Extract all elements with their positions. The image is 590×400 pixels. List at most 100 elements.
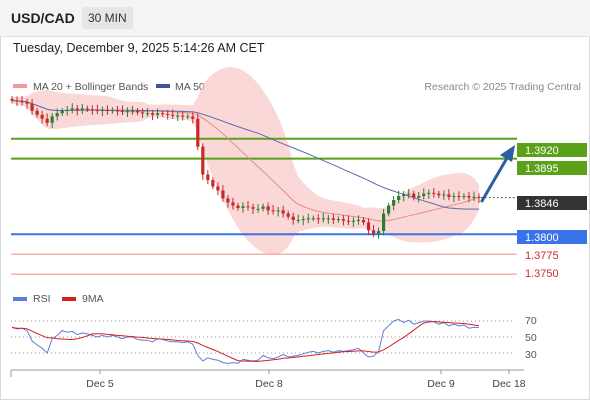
candle-body: [261, 206, 265, 209]
candle: [95, 104, 99, 115]
candle-body: [346, 220, 351, 222]
candle-body: [276, 210, 280, 212]
ma9-legend-swatch: [62, 297, 76, 301]
candle: [85, 105, 89, 113]
candle-body: [251, 207, 255, 209]
candle-body: [402, 194, 406, 197]
rsi-ma-line: [11, 320, 480, 362]
candle: [366, 218, 371, 235]
interval-badge[interactable]: 30 MIN: [82, 7, 133, 29]
ma20-legend-swatch: [13, 84, 27, 88]
candle-body: [452, 196, 456, 198]
rsi-legend-label: RSI: [33, 293, 51, 305]
candle-body: [296, 219, 300, 221]
candlesticks: [10, 95, 481, 239]
candle: [20, 95, 24, 106]
candle: [90, 105, 94, 115]
candle-body: [15, 100, 19, 102]
candle: [70, 103, 74, 114]
candle-body: [85, 108, 89, 110]
candle-body: [65, 110, 69, 112]
candle: [201, 143, 205, 180]
candle: [457, 191, 461, 201]
candle: [120, 105, 125, 116]
candle: [171, 109, 175, 120]
current-price-tag: 1.3846: [517, 196, 587, 210]
candle-body: [326, 218, 330, 220]
candle-body: [201, 146, 205, 175]
current-price-label: 1.3846: [525, 198, 559, 210]
candle-body: [176, 115, 180, 117]
candle: [331, 213, 335, 224]
candle: [326, 214, 330, 224]
level-tag-5-label: 1.3775: [525, 250, 559, 262]
candle-body: [256, 208, 260, 210]
candle-body: [246, 206, 250, 208]
candle: [397, 190, 401, 204]
candle-body: [115, 110, 120, 112]
candle-body: [321, 218, 325, 220]
candle: [25, 98, 29, 110]
candle: [40, 110, 44, 124]
candle-body: [105, 110, 110, 112]
candle: [125, 107, 130, 117]
ma50-line: [11, 100, 480, 210]
candle: [402, 191, 406, 202]
candle: [211, 177, 215, 190]
rsi-legend: RSI 9MA: [13, 293, 104, 305]
candle-body: [156, 113, 160, 115]
candle-body: [10, 98, 14, 101]
candle: [231, 197, 235, 210]
candle-body: [226, 198, 230, 203]
level-tag-2-label: 1.3895: [525, 163, 559, 175]
candle: [427, 189, 431, 199]
candle-body: [331, 218, 335, 220]
candle: [65, 105, 69, 116]
candle-body: [472, 196, 476, 198]
candle-body: [457, 196, 461, 198]
candle: [356, 215, 361, 225]
candle-body: [271, 210, 275, 212]
candle-body: [90, 109, 94, 111]
candle-body: [196, 118, 200, 147]
rsi-tick-50: 50: [525, 332, 537, 344]
candle-body: [336, 219, 340, 221]
candle: [376, 227, 381, 239]
candle-body: [397, 196, 401, 201]
candle-body: [241, 206, 245, 208]
candle-body: [356, 219, 361, 221]
candle: [412, 190, 416, 201]
candle-body: [407, 193, 411, 195]
chart-datetime: Tuesday, December 9, 2025 5:14:26 AM CET: [13, 41, 265, 55]
candle-body: [130, 110, 135, 112]
candle-body: [181, 115, 185, 117]
candle-body: [45, 118, 49, 123]
candle: [176, 112, 180, 121]
candle-body: [341, 219, 346, 221]
candle-body: [351, 220, 356, 222]
rsi-line: [11, 318, 479, 364]
candle-body: [20, 101, 24, 103]
candle-body: [100, 110, 104, 112]
candle-body: [311, 218, 315, 220]
candle-body: [171, 114, 175, 116]
candle: [452, 192, 456, 203]
candle-body: [427, 192, 431, 194]
candle-body: [25, 102, 29, 104]
candle: [281, 205, 285, 218]
ma50-legend-swatch: [156, 84, 170, 88]
candle-body: [467, 196, 471, 198]
candle: [135, 108, 140, 116]
candle-body: [387, 205, 391, 214]
candle: [60, 108, 64, 117]
candle: [422, 188, 426, 200]
ma20-legend-label: MA 20 + Bollinger Bands: [33, 81, 148, 93]
candle: [10, 96, 14, 104]
candle: [351, 217, 356, 227]
candle: [286, 210, 290, 220]
candle: [341, 215, 346, 226]
chart-header: USD/CAD 30 MIN: [0, 0, 590, 37]
candle-body: [120, 110, 125, 112]
candle: [105, 105, 110, 115]
rsi-gridlines: [11, 320, 515, 354]
